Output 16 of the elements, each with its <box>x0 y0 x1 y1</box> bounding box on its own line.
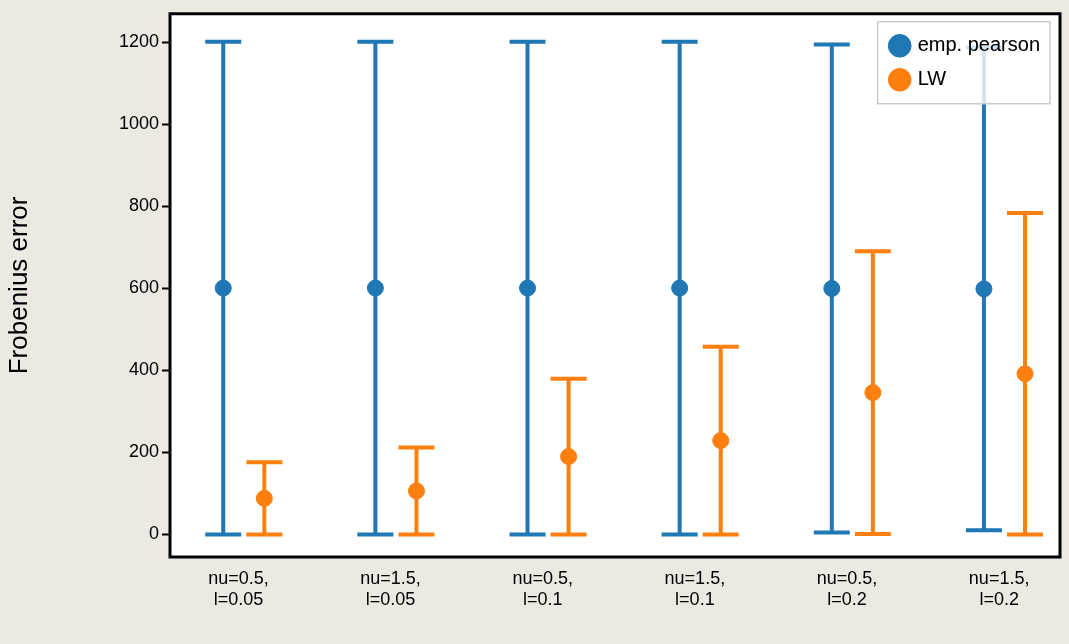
x-tick-label: nu=1.5, l=0.05 <box>360 567 421 610</box>
x-tick-label: nu=1.5, l=0.1 <box>664 567 726 610</box>
y-axis-title: Frobenius error <box>2 196 33 375</box>
x-tick-label: nu=0.5, l=0.2 <box>816 567 878 610</box>
legend-label: LW <box>917 67 947 90</box>
y-tick-label: 0 <box>148 523 159 544</box>
y-tick-label: 400 <box>128 359 159 380</box>
x-tick-label: nu=0.5, l=0.05 <box>208 567 269 610</box>
legend-label: emp. pearson <box>917 33 1040 56</box>
x-tick-label: nu=0.5, l=0.1 <box>512 567 574 610</box>
y-tick-label: 800 <box>128 195 159 216</box>
y-tick-label: 200 <box>128 441 159 462</box>
y-tick-label: 1200 <box>118 31 159 52</box>
x-tick-label: nu=1.5, l=0.2 <box>968 567 1030 610</box>
y-tick-label: 1000 <box>118 113 159 134</box>
y-tick-label: 600 <box>128 277 159 298</box>
